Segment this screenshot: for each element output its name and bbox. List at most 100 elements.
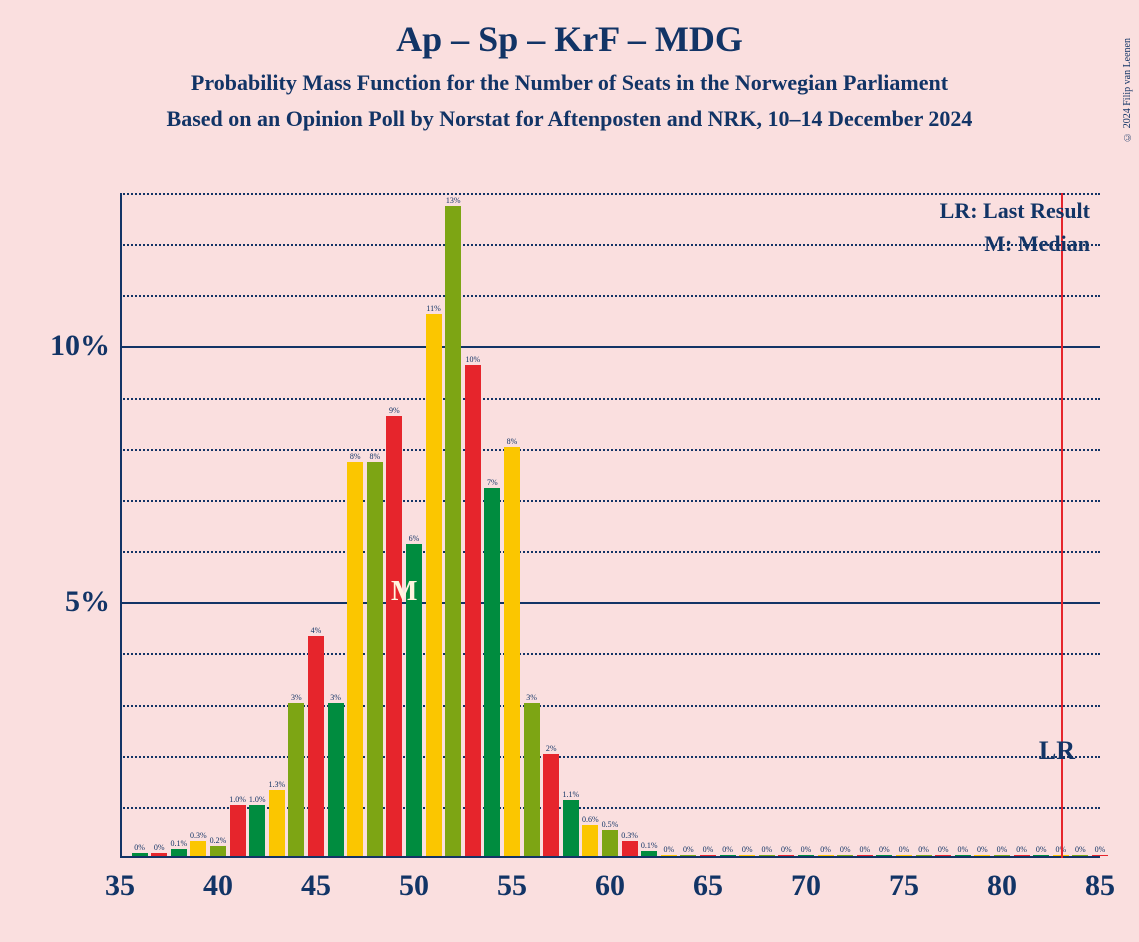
bar-value-label: 4% [311, 626, 322, 635]
bar-value-label: 8% [507, 437, 518, 446]
bar-value-label: 0% [154, 843, 165, 852]
minor-gridline [120, 244, 1100, 246]
bar-value-label: 0% [742, 845, 753, 854]
bar-value-label: 0% [1095, 845, 1106, 854]
bar-value-label: 0% [722, 845, 733, 854]
bar-value-label: 8% [369, 452, 380, 461]
bar-value-label: 0% [1075, 845, 1086, 854]
bar: 0.6% [582, 825, 598, 856]
bar-value-label: 6% [409, 534, 420, 543]
bar: 0% [151, 853, 167, 856]
y-axis [120, 193, 122, 858]
chart-plot-area: 0%0%0.1%0.3%0.2%1.0%1.0%1.3%3%4%3%8%8%9%… [120, 193, 1100, 858]
x-axis [120, 856, 1100, 858]
bar-value-label: 11% [426, 304, 440, 313]
lr-marker-label: LR [1039, 736, 1075, 766]
bar: 9% [386, 416, 402, 856]
bar: 0% [661, 855, 677, 856]
bar: 3% [524, 703, 540, 856]
minor-gridline [120, 551, 1100, 553]
bar: 0% [1072, 855, 1088, 856]
bar: 0.2% [210, 846, 226, 856]
chart-subtitle-1: Probability Mass Function for the Number… [0, 70, 1139, 96]
bar-value-label: 3% [291, 693, 302, 702]
bar: 3% [288, 703, 304, 856]
bar: 0% [1014, 855, 1030, 856]
bar-value-label: 10% [465, 355, 480, 364]
x-axis-label: 60 [595, 869, 625, 903]
bar: 11% [426, 314, 442, 856]
bar-value-label: 9% [389, 406, 400, 415]
bar: 0% [759, 855, 775, 856]
bar: 2% [543, 754, 559, 856]
bar-value-label: 0% [781, 845, 792, 854]
bar: 0% [739, 855, 755, 856]
minor-gridline [120, 653, 1100, 655]
bar-value-label: 0% [997, 845, 1008, 854]
bar-value-label: 0% [840, 845, 851, 854]
bar-value-label: 0.1% [170, 839, 187, 848]
x-axis-label: 45 [301, 869, 331, 903]
bar: 7% [484, 488, 500, 856]
copyright-text: © 2024 Filip van Leenen [1122, 38, 1133, 142]
median-marker-label: M [391, 576, 417, 608]
bar: 0% [935, 855, 951, 856]
bar: 0.3% [190, 841, 206, 856]
bar-value-label: 0.1% [641, 841, 658, 850]
x-axis-label: 70 [791, 869, 821, 903]
bar: 8% [347, 462, 363, 856]
bar: 0.1% [641, 851, 657, 856]
bar-value-label: 0% [820, 845, 831, 854]
bar-value-label: 8% [350, 452, 361, 461]
x-axis-label: 55 [497, 869, 527, 903]
minor-gridline [120, 500, 1100, 502]
bar-value-label: 0% [957, 845, 968, 854]
bar-value-label: 1.0% [249, 795, 266, 804]
x-axis-label: 40 [203, 869, 233, 903]
bar-value-label: 1.1% [562, 790, 579, 799]
bar-value-label: 0.5% [602, 820, 619, 829]
bar: 0.1% [171, 849, 187, 856]
bar: 0% [778, 855, 794, 856]
bar-value-label: 1.3% [268, 780, 285, 789]
bar: 0% [955, 855, 971, 856]
bar: 0% [720, 855, 736, 856]
bar-value-label: 0% [918, 845, 929, 854]
bar: 1.3% [269, 790, 285, 857]
bar: 0.5% [602, 830, 618, 856]
bar: 0% [994, 855, 1010, 856]
bar: 1.0% [230, 805, 246, 856]
bar-value-label: 0% [977, 845, 988, 854]
bar: 0% [798, 855, 814, 856]
bar: 13% [445, 206, 461, 856]
bar-value-label: 0.3% [621, 831, 638, 840]
bar-value-label: 2% [546, 744, 557, 753]
minor-gridline [120, 295, 1100, 297]
bar-value-label: 0% [1036, 845, 1047, 854]
bar: 4% [308, 636, 324, 856]
chart-subtitle-2: Based on an Opinion Poll by Norstat for … [0, 106, 1139, 132]
bar-value-label: 3% [526, 693, 537, 702]
minor-gridline [120, 756, 1100, 758]
bar-value-label: 0% [938, 845, 949, 854]
bar-value-label: 13% [446, 196, 461, 205]
bar-value-label: 7% [487, 478, 498, 487]
x-axis-label: 65 [693, 869, 723, 903]
bar: 0% [680, 855, 696, 856]
bar: 0% [700, 855, 716, 856]
minor-gridline [120, 398, 1100, 400]
y-axis-label: 5% [65, 585, 110, 619]
bar: 10% [465, 365, 481, 856]
bar-value-label: 3% [330, 693, 341, 702]
bar-value-label: 0.3% [190, 831, 207, 840]
bar: 8% [367, 462, 383, 856]
bar: 1.0% [249, 805, 265, 856]
bar: 3% [328, 703, 344, 856]
minor-gridline [120, 449, 1100, 451]
major-gridline [120, 602, 1100, 604]
bar: 0% [837, 855, 853, 856]
minor-gridline [120, 193, 1100, 195]
chart-title: Ap – Sp – KrF – MDG [0, 18, 1139, 60]
x-axis-label: 85 [1085, 869, 1115, 903]
bar-value-label: 0.2% [210, 836, 227, 845]
